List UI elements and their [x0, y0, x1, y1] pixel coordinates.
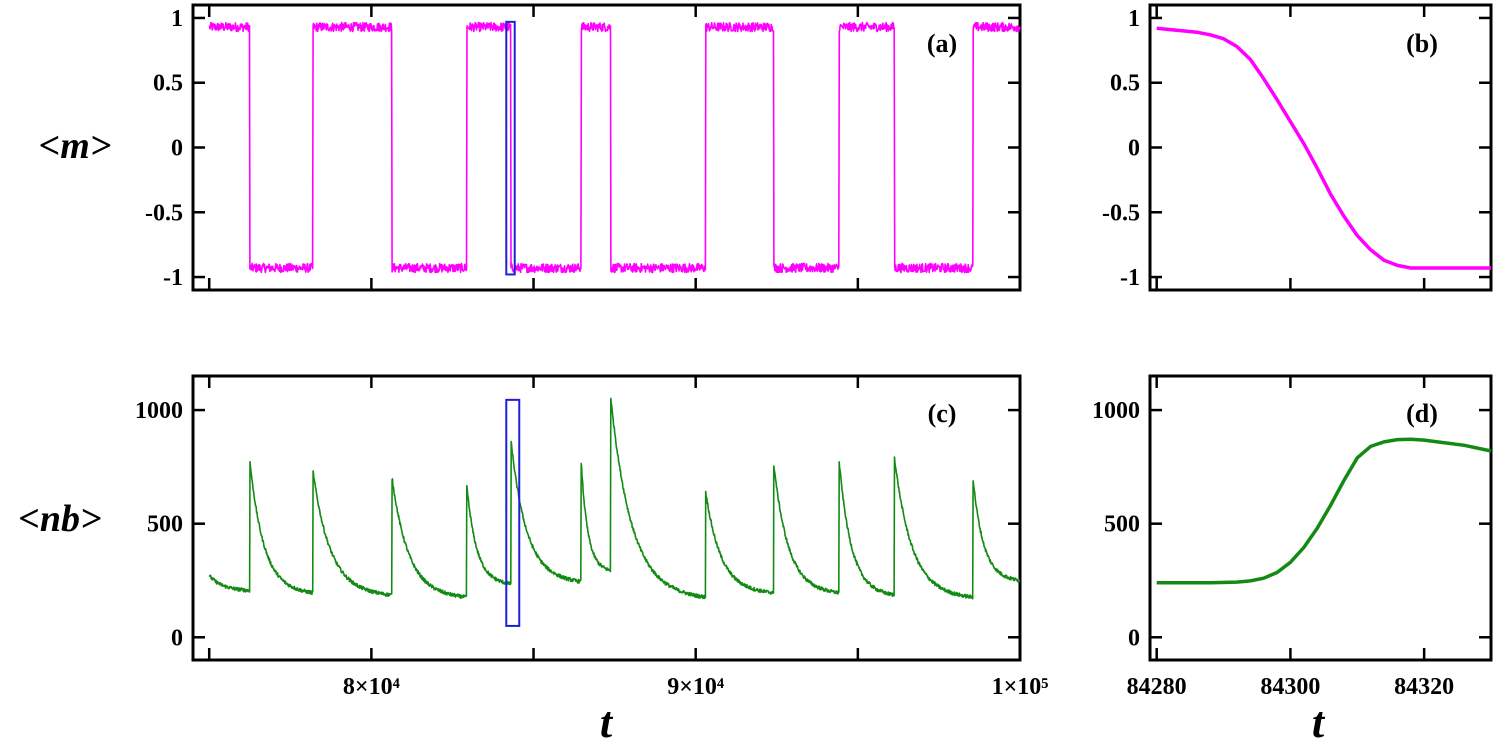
- panel-b-tick-labels: 1 0.5 0 -0.5 -1: [1102, 6, 1140, 291]
- ytick-label: 1: [1128, 6, 1140, 32]
- panel-a-ylabel: <m>: [39, 125, 112, 167]
- panel-a-frame: [191, 3, 1022, 292]
- ytick-label: 0.5: [1110, 71, 1140, 97]
- ytick-label: 0: [1128, 136, 1140, 162]
- panel-c-frame: [191, 374, 1022, 662]
- ytick-label: 1000: [1092, 398, 1140, 424]
- ytick-label: 0: [1128, 625, 1140, 651]
- ytick-label: 0.5: [153, 71, 183, 97]
- series-line: [1156, 26, 1491, 270]
- panel-d-label: (d): [1406, 399, 1438, 428]
- panel-a-series: [208, 20, 1021, 276]
- xtick-label: 1×10⁵: [992, 674, 1049, 700]
- panel-c-label: (c): [928, 399, 957, 428]
- panel-c-series: [208, 397, 1021, 627]
- panel-c-ylabel: <nb>: [18, 498, 101, 540]
- ytick-label: -0.5: [1102, 200, 1140, 226]
- panel-a-ticks: [193, 5, 1022, 290]
- panel-c-nb: 1000 500 0 8×10⁴ 9×10⁴ 1×10⁵ (c) <nb> t: [18, 374, 1048, 744]
- xtick-label: 84280: [1127, 674, 1187, 700]
- ytick-label: -1: [163, 265, 183, 291]
- panel-b-frame: [1148, 3, 1493, 292]
- xtick-label: 9×10⁴: [667, 674, 724, 700]
- xtick-label: 8×10⁴: [343, 674, 400, 700]
- ytick-label: 500: [147, 512, 183, 538]
- panel-c-ticks: [193, 376, 1022, 660]
- ytick-label: 1: [171, 6, 183, 32]
- panel-b-label: (b): [1406, 29, 1438, 58]
- series-line: [1156, 437, 1492, 585]
- panel-b-magnetization-zoom: 1 0.5 0 -0.5 -1 (b): [1102, 3, 1493, 292]
- panel-d-xlabel: t: [1312, 698, 1326, 744]
- panel-d-nb-zoom: 1000 500 0 84280 84300 84320 (d) t: [1092, 374, 1493, 744]
- panel-a-tick-labels: 1 0.5 0 -0.5 -1: [145, 6, 183, 291]
- ytick-label: 500: [1104, 512, 1140, 538]
- ytick-label: 1000: [135, 398, 183, 424]
- series-line: [208, 21, 1021, 274]
- panel-d-tick-labels: 1000 500 0 84280 84300 84320: [1092, 398, 1454, 700]
- xtick-label: 84320: [1394, 674, 1454, 700]
- panel-c-xlabel: t: [600, 698, 614, 744]
- zoom-box: [505, 398, 521, 627]
- panel-a-label: (a): [927, 29, 957, 58]
- panel-d-series: [1156, 437, 1492, 585]
- ytick-label: 0: [171, 625, 183, 651]
- series-line: [208, 397, 1021, 600]
- panel-b-series: [1156, 26, 1491, 270]
- panel-d-frame: [1148, 374, 1493, 662]
- panel-a-magnetization: 1 0.5 0 -0.5 -1 (a) <m>: [39, 3, 1022, 292]
- ytick-label: -1: [1120, 265, 1140, 291]
- zoom-box: [505, 20, 516, 276]
- ytick-label: -0.5: [145, 200, 183, 226]
- panel-b-ticks: [1150, 5, 1491, 290]
- panel-c-tick-labels: 1000 500 0 8×10⁴ 9×10⁴ 1×10⁵: [135, 398, 1048, 700]
- ytick-label: 0: [171, 136, 183, 162]
- xtick-label: 84300: [1260, 674, 1320, 700]
- panel-d-ticks: [1150, 376, 1491, 660]
